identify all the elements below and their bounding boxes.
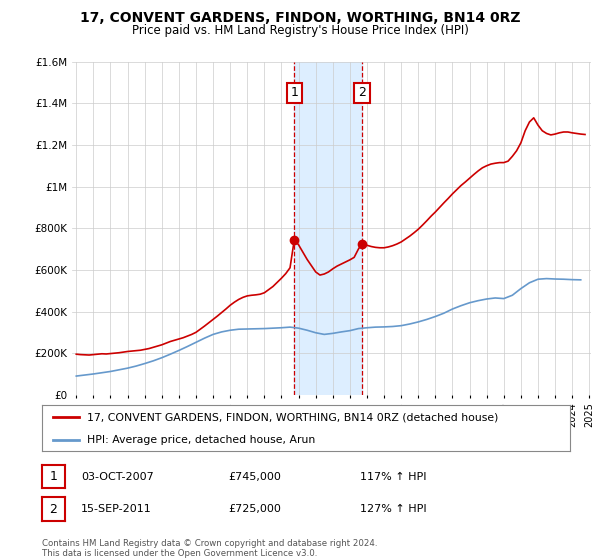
Text: 1: 1	[290, 86, 298, 99]
Text: Price paid vs. HM Land Registry's House Price Index (HPI): Price paid vs. HM Land Registry's House …	[131, 24, 469, 37]
Text: £745,000: £745,000	[228, 472, 281, 482]
Text: 127% ↑ HPI: 127% ↑ HPI	[360, 504, 427, 514]
Text: Contains HM Land Registry data © Crown copyright and database right 2024.
This d: Contains HM Land Registry data © Crown c…	[42, 539, 377, 558]
Text: 117% ↑ HPI: 117% ↑ HPI	[360, 472, 427, 482]
Text: 17, CONVENT GARDENS, FINDON, WORTHING, BN14 0RZ: 17, CONVENT GARDENS, FINDON, WORTHING, B…	[80, 11, 520, 25]
Text: 1: 1	[49, 470, 58, 483]
Text: £725,000: £725,000	[228, 504, 281, 514]
Text: 03-OCT-2007: 03-OCT-2007	[81, 472, 154, 482]
Text: 2: 2	[358, 86, 366, 99]
Text: 17, CONVENT GARDENS, FINDON, WORTHING, BN14 0RZ (detached house): 17, CONVENT GARDENS, FINDON, WORTHING, B…	[87, 413, 498, 423]
Text: 15-SEP-2011: 15-SEP-2011	[81, 504, 152, 514]
Text: 2: 2	[49, 502, 58, 516]
Bar	[295, 62, 362, 395]
Text: HPI: Average price, detached house, Arun: HPI: Average price, detached house, Arun	[87, 435, 315, 445]
